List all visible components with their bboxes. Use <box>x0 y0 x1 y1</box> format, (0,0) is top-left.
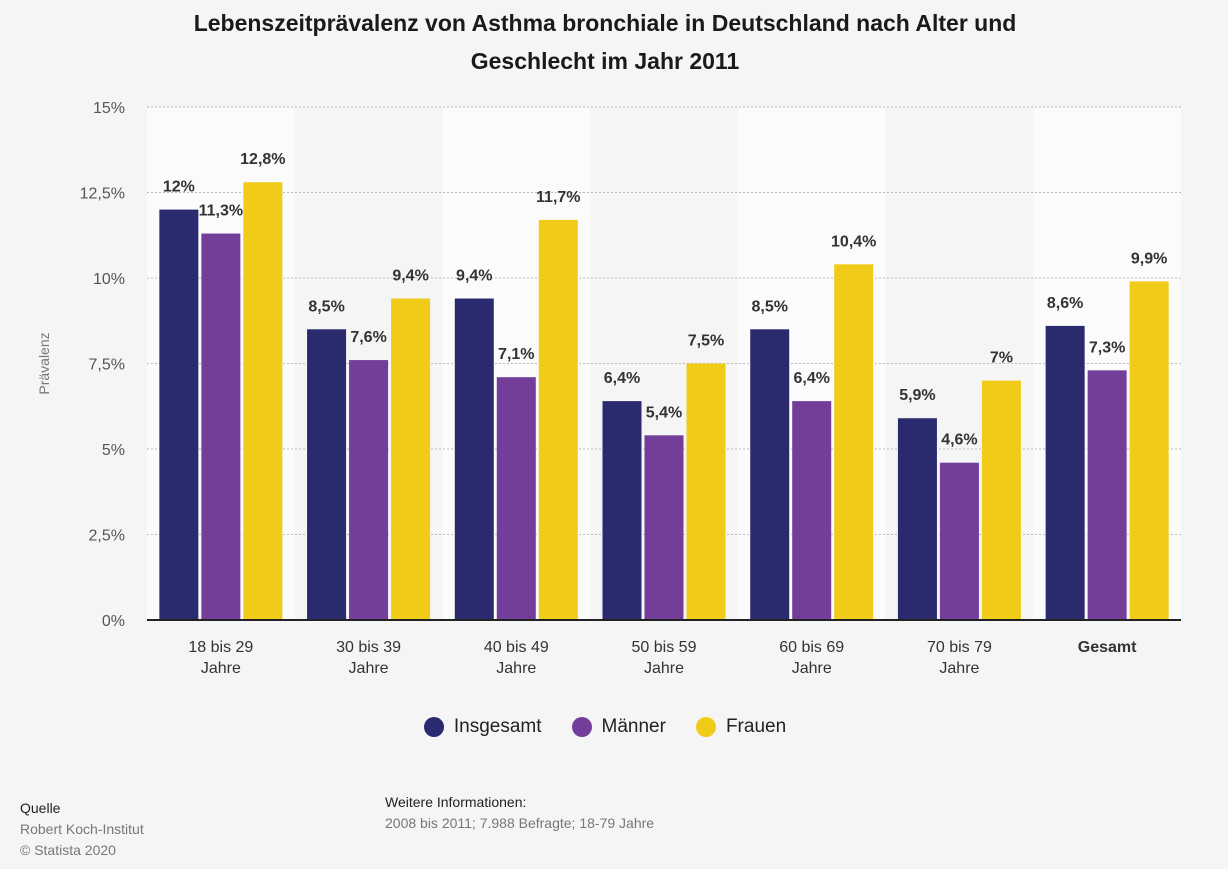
data-label: 9,4% <box>392 268 428 285</box>
x-tick-label: 30 bis 39 <box>336 639 401 656</box>
bar-chart: 0% 2,5% 5% 7,5% 10% 12,5% 15% Prävalenz 12%11,3%… <box>36 100 1181 677</box>
legend-item-insgesamt[interactable]: Insgesamt <box>423 716 542 738</box>
info-block: Weitere Informationen: 2008 bis 2011; 7.… <box>385 792 654 834</box>
x-tick-label: Jahre <box>792 660 832 677</box>
x-tick-label: 18 bis 29 <box>188 639 253 656</box>
source-link[interactable]: Robert Koch-Institut <box>20 821 144 837</box>
bar <box>834 264 874 620</box>
bar <box>1087 370 1127 620</box>
y-axis-label: Prävalenz <box>36 332 52 394</box>
x-tick-label: Jahre <box>939 660 979 677</box>
y-tick-label: 5% <box>102 442 125 459</box>
y-tick-label: 12,5% <box>80 186 125 203</box>
data-label: 8,6% <box>1047 295 1083 312</box>
bar <box>644 435 684 620</box>
chart-legend: Insgesamt Männer Frauen <box>0 716 1210 738</box>
data-label: 4,6% <box>941 432 977 449</box>
data-label: 9,9% <box>1131 250 1167 267</box>
bar <box>602 401 642 620</box>
data-label: 11,7% <box>536 189 580 206</box>
y-tick-label: 2,5% <box>89 528 125 545</box>
bar <box>243 182 283 621</box>
bar <box>792 401 832 620</box>
bar <box>201 233 241 621</box>
bar <box>391 298 431 620</box>
y-tick-label: 7,5% <box>89 357 125 374</box>
source-block: Quelle Robert Koch-Institut © Statista 2… <box>20 798 144 861</box>
y-tick-label: 10% <box>93 271 125 288</box>
bar <box>538 219 578 621</box>
bar <box>981 380 1021 620</box>
bar <box>159 209 199 620</box>
bar <box>454 298 494 620</box>
legend-item-frauen[interactable]: Frauen <box>695 716 787 738</box>
source-heading: Quelle <box>20 800 61 816</box>
legend-swatch-maenner <box>571 717 592 737</box>
x-tick-label: Jahre <box>496 660 536 677</box>
data-label: 8,5% <box>308 298 344 315</box>
chart-title-line-1: Lebenszeitprävalenz von Asthma bronchial… <box>193 10 1017 36</box>
data-label: 7,1% <box>498 346 534 363</box>
data-label: 9,4% <box>456 268 492 285</box>
x-tick-label: Jahre <box>349 660 389 677</box>
data-label: 6,4% <box>604 370 640 387</box>
legend-label-frauen: Frauen <box>725 716 787 737</box>
legend-swatch-frauen <box>695 717 716 737</box>
bar <box>897 418 937 620</box>
bar <box>496 377 536 620</box>
y-tick-label: 0% <box>102 613 125 630</box>
data-label: 7,6% <box>350 329 386 346</box>
x-tick-label: 60 bis 69 <box>779 639 844 656</box>
x-tick-label: 40 bis 49 <box>484 639 549 656</box>
bar <box>686 363 726 620</box>
data-label: 7% <box>990 350 1013 367</box>
data-label: 5,9% <box>899 387 935 404</box>
legend-label-insgesamt: Insgesamt <box>453 716 542 737</box>
data-label: 11,3% <box>199 203 243 220</box>
bar <box>750 329 790 620</box>
data-label: 12,8% <box>240 151 285 168</box>
bar <box>349 360 389 620</box>
y-tick-label: 15% <box>93 100 125 117</box>
data-label: 10,4% <box>831 233 876 250</box>
x-tick-label: Jahre <box>644 660 684 677</box>
data-label: 7,3% <box>1089 339 1125 356</box>
legend-swatch-insgesamt <box>423 717 444 737</box>
bar <box>939 462 979 620</box>
data-label: 5,4% <box>646 404 682 421</box>
x-tick-label: Gesamt <box>1078 639 1137 656</box>
legend-label-maenner: Männer <box>601 716 666 737</box>
bar <box>307 329 347 620</box>
info-heading[interactable]: Weitere Informationen: <box>385 794 527 810</box>
data-label: 7,5% <box>688 333 724 350</box>
chart-title-line-2: Geschlecht im Jahr 2011 <box>470 48 740 74</box>
chart-title: Lebenszeitprävalenz von Asthma bronchial… <box>0 4 1210 80</box>
x-tick-label: 50 bis 59 <box>632 639 697 656</box>
copyright-text: © Statista 2020 <box>20 842 116 858</box>
legend-item-maenner[interactable]: Männer <box>571 716 666 738</box>
x-tick-label: 70 bis 79 <box>927 639 992 656</box>
data-label: 12% <box>163 179 195 196</box>
bar <box>1045 325 1085 620</box>
info-text: 2008 bis 2011; 7.988 Befragte; 18-79 Jah… <box>385 815 655 831</box>
x-tick-label: Jahre <box>201 660 241 677</box>
data-label: 6,4% <box>793 370 829 387</box>
bar <box>1129 281 1169 620</box>
data-label: 8,5% <box>751 298 787 315</box>
